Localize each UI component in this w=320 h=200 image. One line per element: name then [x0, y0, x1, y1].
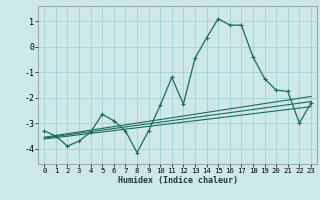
X-axis label: Humidex (Indice chaleur): Humidex (Indice chaleur) [118, 176, 238, 185]
